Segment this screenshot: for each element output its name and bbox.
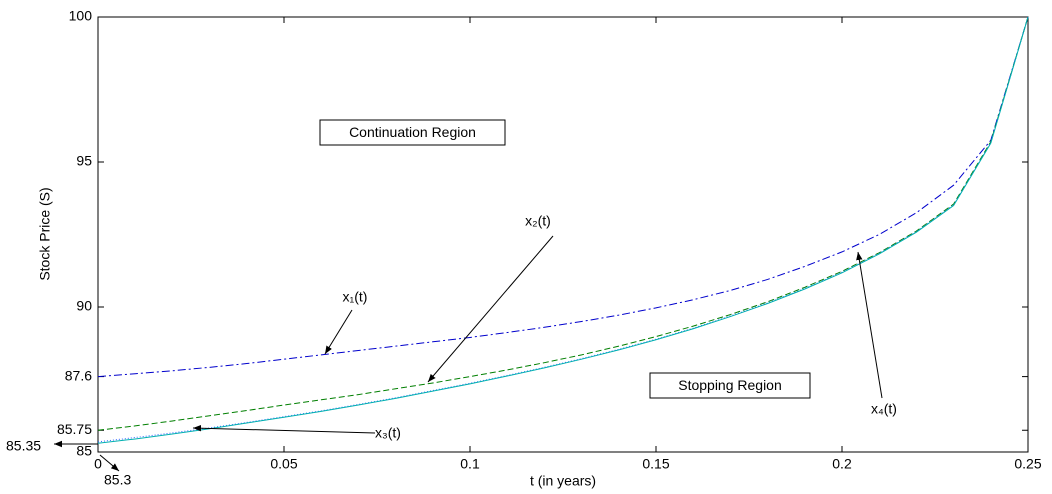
region-box [319,119,506,146]
y-axis-label: Stock Price (S) [37,187,53,280]
series-label: x₄(t) [871,401,897,417]
x-tick-label: 0.05 [270,456,297,472]
annotation-arrow [192,425,376,434]
plot-frame [97,16,1029,453]
annotation-arrow [427,235,554,383]
y-tick-label: 95 [76,153,92,169]
x-tick-label: 0 [94,456,102,472]
series-label: x₂(t) [525,213,551,229]
y-tick-label: 90 [76,298,92,314]
annotation-arrow [99,454,120,472]
x-tick-label: 0.15 [642,456,669,472]
region-box [649,372,811,399]
region-label: Continuation Region [349,124,476,140]
series-line [97,16,1029,431]
annotation: 85.3 [104,472,131,488]
y-tick-label: 87.6 [65,367,92,383]
series-line [97,16,1029,443]
annotation-arrow [856,251,883,399]
annotation: 85.35 [6,438,41,454]
y-tick-label: 100 [69,8,93,24]
region-label: Stopping Region [678,377,782,393]
series-label: x₁(t) [343,289,368,305]
series-line [97,16,1029,444]
series-line [97,16,1029,378]
x-axis-label: t (in years) [530,473,596,489]
y-tick-label: 85 [76,443,92,459]
x-tick-label: 0.25 [1014,456,1041,472]
x-tick-label: 0.1 [460,456,480,472]
x-tick-label: 0.2 [832,456,852,472]
y-tick-label: 85.75 [57,421,92,437]
annotation-arrow [324,309,353,355]
series-label: x₃(t) [375,425,401,441]
